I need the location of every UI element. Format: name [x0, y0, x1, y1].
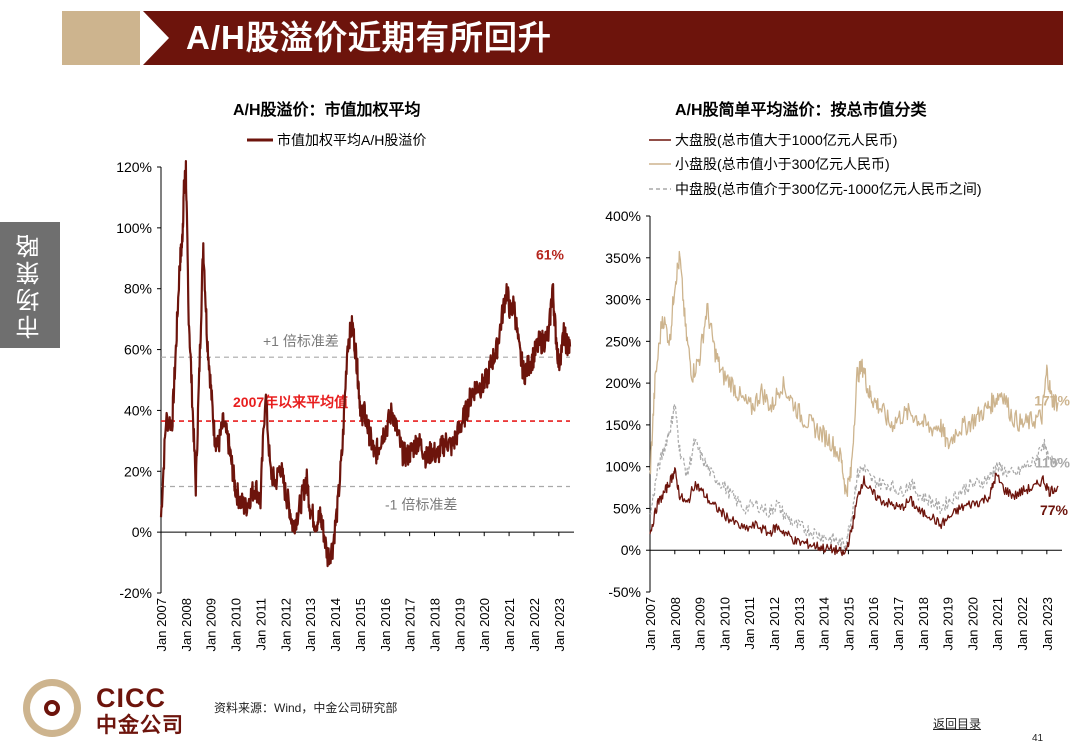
back-to-contents-link[interactable]: 返回目录 [933, 717, 982, 731]
left-chart-x-tick-label: Jan 2012 [278, 598, 293, 652]
left-chart-x-tick-label: Jan 2011 [253, 598, 268, 651]
left-chart-ref-label: -1 倍标准差 [385, 497, 457, 513]
left-chart-x-tick-label: Jan 2020 [477, 598, 492, 652]
sidebar-section-tab[interactable]: 市场策略 [0, 222, 60, 348]
source-note: 资料来源：Wind，中金公司研究部 [214, 701, 398, 715]
right-chart-x-tick-label: Jan 2020 [965, 597, 980, 651]
right-chart-x-tick-label: Jan 2008 [668, 597, 683, 651]
right-chart-y-tick-label: 250% [605, 333, 641, 349]
right-chart-x-tick-label: Jan 2016 [866, 597, 881, 651]
left-chart-y-tick-label: 0% [132, 524, 152, 540]
logo-english-name: CICC [96, 683, 166, 713]
left-chart-x-tick-label: Jan 2018 [427, 598, 442, 652]
right-chart-y-tick-label: 100% [605, 459, 641, 475]
left-chart-x-tick-label: Jan 2022 [527, 598, 542, 652]
right-chart-y-tick-label: 400% [605, 208, 641, 224]
left-chart-y-tick-label: 80% [124, 281, 152, 297]
right-chart-annotation: 110% [1035, 454, 1071, 470]
left-chart-x-tick-label: Jan 2019 [452, 598, 467, 652]
right-chart-annotation: 77% [1040, 502, 1069, 518]
left-chart-y-tick-label: 100% [116, 220, 152, 236]
left-chart-legend-label: 市值加权平均A/H股溢价 [277, 132, 426, 148]
right-chart-legend-label: 大盘股(总市值大于1000亿元人民币) [675, 132, 897, 148]
right-chart-x-tick-label: Jan 2018 [916, 597, 931, 651]
page-number: 41 [1032, 733, 1044, 744]
left-chart-x-tick-label: Jan 2007 [154, 598, 169, 652]
right-chart-x-tick-label: Jan 2013 [792, 597, 807, 651]
left-chart-y-tick-label: 40% [124, 402, 152, 418]
left-chart-annotation: 61% [536, 247, 565, 263]
left-chart-x-tick-label: Jan 2013 [303, 598, 318, 652]
right-chart-y-tick-label: 0% [621, 542, 641, 558]
left-chart-x-tick-label: Jan 2008 [179, 598, 194, 652]
left-chart-title: A/H股溢价：市值加权平均 [233, 102, 421, 119]
right-chart-x-tick-label: Jan 2019 [941, 597, 956, 651]
right-chart-series-line [649, 404, 1059, 551]
right-chart-y-tick-label: -50% [608, 584, 641, 600]
left-chart-series-line [159, 160, 572, 568]
cicc-logo-icon [23, 679, 81, 737]
left-chart-x-tick-label: Jan 2009 [204, 598, 219, 652]
right-chart-x-tick-label: Jan 2010 [717, 597, 732, 651]
right-chart-x-tick-label: Jan 2011 [742, 597, 757, 650]
right-chart-x-tick-label: Jan 2021 [990, 597, 1005, 651]
left-chart-x-tick-label: Jan 2016 [378, 598, 393, 652]
left-chart-y-tick-label: 20% [124, 463, 152, 479]
right-chart-x-tick-label: Jan 2022 [1015, 597, 1030, 651]
left-chart-y-tick-label: 60% [124, 342, 152, 358]
left-chart-x-tick-label: Jan 2017 [403, 598, 418, 652]
left-chart: -20% 0% 20% 40% 60% 80% 100% 120% Jan 2007 Jan 20… [116, 132, 574, 652]
right-chart-x-tick-label: Jan 2015 [841, 597, 856, 651]
left-chart-x-tick-label: Jan 2023 [552, 598, 567, 652]
right-chart-x-tick-label: Jan 2014 [817, 597, 832, 651]
header-bar [143, 11, 1063, 65]
left-chart-y-tick-label: -20% [119, 585, 152, 601]
right-chart-legend-label: 中盘股(总市值介于300亿元-1000亿元人民币之间) [675, 181, 982, 197]
right-chart-x-tick-label: Jan 2023 [1040, 597, 1055, 651]
right-chart-title: A/H股简单平均溢价：按总市值分类 [675, 102, 927, 119]
right-chart-series-line [649, 467, 1059, 557]
logo-chinese-name: 中金公司 [96, 714, 184, 737]
right-chart-legend-label: 小盘股(总市值小于300亿元人民币) [675, 156, 890, 172]
left-chart-ref-label: +1 倍标准差 [263, 333, 339, 349]
right-chart-x-tick-label: Jan 2017 [891, 597, 906, 651]
right-chart: -50% 0% 50% 100% 150% 200% 250% 300% 350% 400% Jan… [605, 132, 1070, 651]
right-chart-x-tick-label: Jan 2012 [767, 597, 782, 651]
right-chart-series-line [649, 250, 1059, 498]
left-chart-x-tick-label: Jan 2010 [229, 598, 244, 652]
right-chart-y-tick-label: 150% [605, 417, 641, 433]
left-chart-x-tick-label: Jan 2014 [328, 598, 343, 652]
right-chart-x-tick-label: Jan 2009 [693, 597, 708, 651]
right-chart-y-tick-label: 300% [605, 292, 641, 308]
left-chart-ref-label: 2007年以来平均值 [233, 394, 348, 410]
right-chart-y-tick-label: 200% [605, 375, 641, 391]
page-title: A/H股溢价近期有所回升 [186, 19, 552, 56]
left-chart-y-tick-label: 120% [116, 159, 152, 175]
left-chart-x-tick-label: Jan 2021 [502, 598, 517, 652]
left-chart-x-tick-label: Jan 2015 [353, 598, 368, 652]
right-chart-x-tick-label: Jan 2007 [643, 597, 658, 651]
right-chart-y-tick-label: 50% [613, 500, 641, 516]
right-chart-y-tick-label: 350% [605, 250, 641, 266]
header-accent-block [62, 11, 140, 65]
right-chart-annotation: 177% [1034, 392, 1070, 408]
